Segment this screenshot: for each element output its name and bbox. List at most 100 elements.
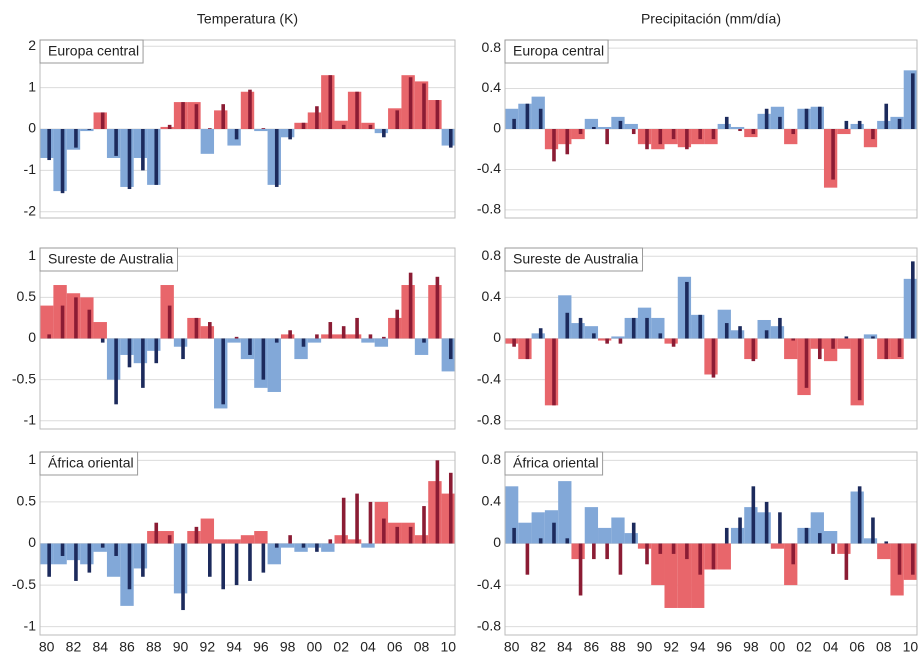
bar (903, 70, 917, 129)
y-tick-label: 1 (28, 78, 36, 94)
bar (664, 129, 678, 145)
bar (544, 129, 559, 150)
narrow-bar (382, 129, 386, 138)
x-tick-label: 10 (903, 639, 919, 655)
bar (414, 81, 429, 129)
narrow-bar (248, 338, 252, 355)
y-tick-label: 0.4 (482, 493, 502, 509)
narrow-bar (738, 129, 742, 132)
narrow-bar (87, 309, 92, 339)
x-tick-label: 88 (610, 639, 626, 655)
bar (505, 486, 519, 544)
panel-title: Europa central (48, 43, 139, 59)
bar (823, 129, 838, 188)
bar (133, 338, 148, 364)
x-tick-label: 02 (796, 639, 812, 655)
bar (637, 307, 652, 339)
y-tick-label: -1 (24, 411, 37, 427)
panel-title-box (504, 451, 604, 476)
bar (40, 543, 54, 565)
bar (227, 539, 241, 544)
bar (544, 338, 559, 406)
narrow-bar (221, 543, 225, 590)
narrow-bar (525, 103, 530, 129)
y-tick-label: 0 (28, 120, 36, 136)
bar (321, 334, 335, 339)
bar (254, 531, 268, 544)
bar (558, 129, 572, 145)
narrow-bar (60, 129, 65, 194)
bar (254, 338, 268, 388)
column-title: Temperatura (K) (197, 11, 298, 27)
bar (730, 330, 745, 339)
panel-title-box (39, 451, 139, 476)
bar (863, 334, 878, 339)
panel-title: Sureste de Australia (48, 251, 174, 267)
narrow-bar (274, 338, 279, 343)
bar (200, 326, 215, 339)
narrow-bar (857, 338, 862, 401)
bar (903, 278, 917, 339)
y-tick-label: 0 (493, 120, 501, 136)
narrow-bar (181, 543, 185, 611)
bar (80, 543, 94, 565)
narrow-bar (208, 322, 212, 339)
bar (744, 507, 758, 544)
narrow-bar (738, 326, 742, 339)
x-tick-label: 90 (637, 639, 653, 655)
narrow-bar (658, 543, 663, 554)
narrow-bar (685, 281, 689, 339)
bar (307, 112, 322, 129)
narrow-bar (100, 543, 105, 548)
narrow-bar (47, 129, 51, 161)
narrow-bar (395, 309, 400, 339)
narrow-bar (154, 338, 159, 364)
bar (571, 543, 585, 560)
bar (784, 129, 798, 145)
bar (744, 129, 758, 138)
bar (850, 491, 864, 544)
bar (757, 113, 771, 129)
y-tick-label: -0.4 (477, 370, 501, 386)
bar (757, 319, 771, 339)
narrow-bar (724, 116, 729, 129)
narrow-bar (817, 533, 822, 544)
narrow-bar (234, 336, 239, 339)
bar (770, 106, 785, 129)
bar (770, 543, 785, 549)
narrow-bar (234, 543, 239, 586)
narrow-bar (711, 338, 716, 378)
narrow-bar (194, 317, 199, 339)
narrow-bar (288, 330, 292, 339)
bar (664, 338, 678, 344)
y-tick-label: 0 (28, 534, 36, 550)
bar (717, 309, 731, 339)
narrow-bar (208, 128, 212, 129)
x-tick-label: 92 (663, 639, 679, 655)
narrow-bar (631, 522, 636, 544)
bar (531, 96, 545, 129)
narrow-bar (884, 338, 889, 360)
bar (637, 543, 652, 549)
bar (890, 338, 904, 360)
narrow-bar (844, 543, 849, 580)
narrow-bar (194, 104, 199, 129)
bar (80, 129, 94, 132)
y-tick-label: 1 (28, 247, 36, 263)
x-tick-label: 82 (66, 639, 82, 655)
narrow-bar (181, 102, 185, 129)
bar (200, 129, 215, 154)
narrow-bar (328, 539, 333, 544)
y-tick-label: -0.8 (477, 411, 501, 427)
bar (903, 543, 917, 580)
x-tick-label: 92 (200, 639, 216, 655)
bar (321, 543, 335, 552)
bar (518, 338, 532, 360)
bar (347, 91, 362, 129)
y-tick-label: -0.8 (477, 201, 501, 217)
bar (374, 501, 389, 544)
bar (571, 323, 585, 339)
narrow-bar (208, 543, 212, 577)
narrow-bar (341, 326, 346, 339)
bar (254, 129, 268, 132)
